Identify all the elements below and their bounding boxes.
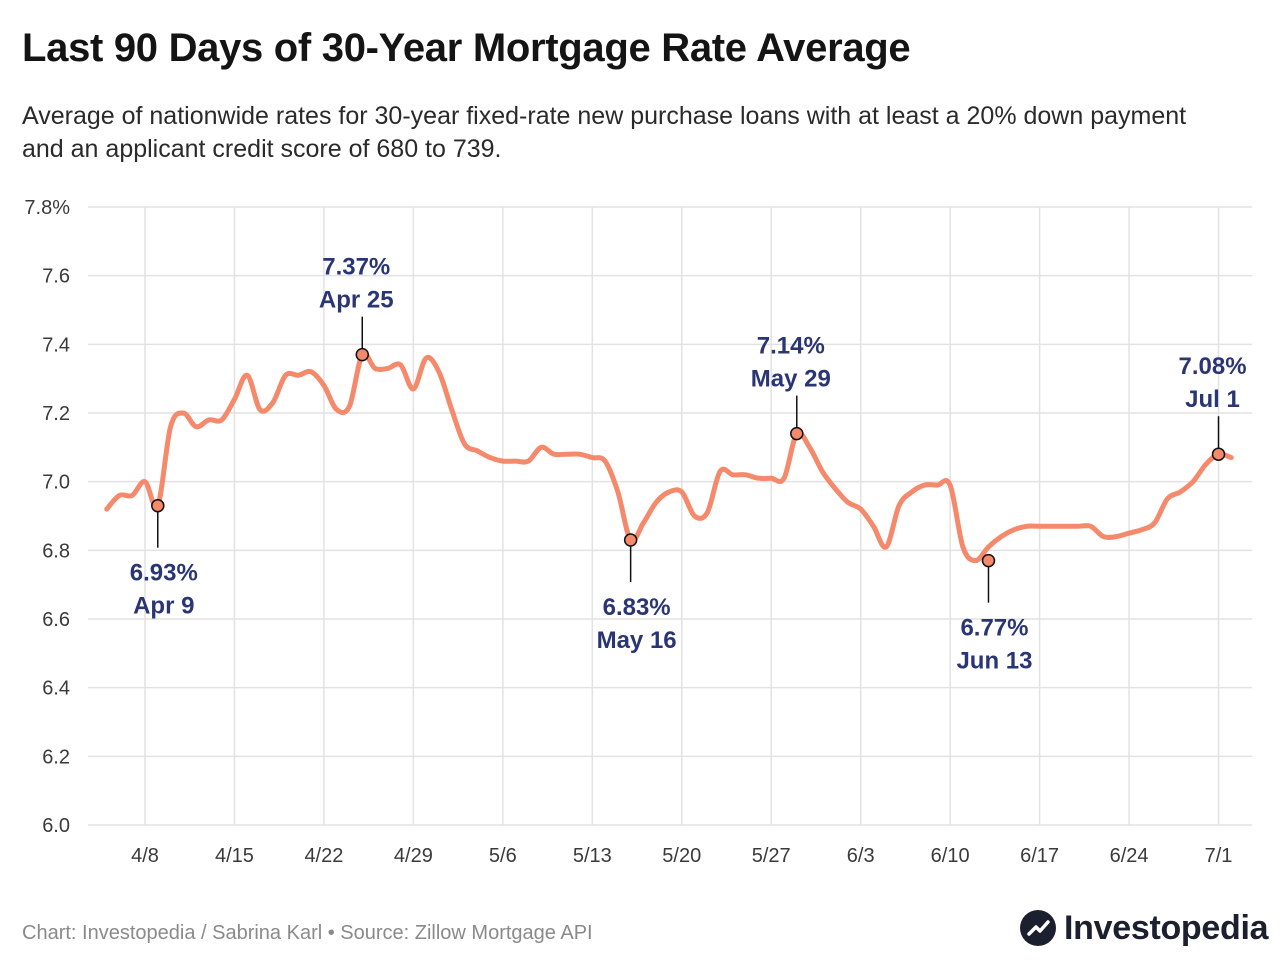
annotation-marker xyxy=(151,498,165,513)
x-tick-label: 5/27 xyxy=(752,845,791,867)
axis-labels: 6.0 6.2 6.4 6.6 6.8 7.0 7.2 7.4 7.6 7.8% 4/8 4/15 4/… xyxy=(24,197,1232,867)
x-tick-label: 6/10 xyxy=(931,845,970,867)
y-tick-label: 7.2 xyxy=(42,403,70,425)
x-tick-label: 6/24 xyxy=(1110,845,1149,867)
annotation-value: 6.83% xyxy=(603,594,671,621)
annotation-marker xyxy=(790,426,804,441)
annotation-value: 7.37% xyxy=(322,254,390,281)
annotation-date: Jul 1 xyxy=(1185,386,1240,413)
y-tick-label: 6.0 xyxy=(42,815,70,837)
annotation-7-1: 7.08% Jul 1 xyxy=(1178,353,1247,461)
annotation-4-9: 6.93% Apr 9 xyxy=(130,498,198,620)
annotation-date: Apr 9 xyxy=(133,593,194,620)
y-tick-label: 7.0 xyxy=(42,472,70,494)
chart-title: Last 90 Days of 30-Year Mortgage Rate Av… xyxy=(22,26,911,70)
annotation-marker xyxy=(623,533,638,547)
x-tick-label: 6/17 xyxy=(1020,845,1059,867)
annotation-date: Apr 25 xyxy=(319,287,394,314)
chart-subtitle: Average of nationwide rates for 30-year … xyxy=(22,102,1187,163)
annotation-5-29: 7.14% May 29 xyxy=(751,333,831,441)
annotation-value: 6.93% xyxy=(130,560,198,587)
annotation-5-16: 6.83% May 16 xyxy=(597,533,677,654)
x-tick-label: 6/3 xyxy=(847,845,875,867)
rate-line xyxy=(104,350,1234,564)
investopedia-logo: Investopedia xyxy=(1018,905,1269,951)
x-tick-label: 4/22 xyxy=(304,845,343,867)
y-tick-label: 7.4 xyxy=(42,334,70,356)
grid-layer xyxy=(88,206,1252,826)
line-chart: 6.0 6.2 6.4 6.6 6.8 7.0 7.2 7.4 7.6 7.8% 4/8 4/15 4/… xyxy=(24,197,1252,867)
x-tick-label: 5/13 xyxy=(573,845,612,867)
annotation-marker xyxy=(981,553,996,568)
brand-wordmark: Investopedia xyxy=(1064,908,1269,947)
x-tick-label: 5/20 xyxy=(662,845,701,867)
y-tick-label: 7.8% xyxy=(24,197,70,219)
annotation-value: 7.14% xyxy=(757,333,825,360)
x-tick-label: 4/15 xyxy=(215,845,254,867)
annotation-date: May 16 xyxy=(597,627,677,654)
x-tick-label: 4/8 xyxy=(131,845,159,867)
series-layer xyxy=(104,350,1234,564)
annotation-date: May 29 xyxy=(751,366,831,393)
annotation-marker xyxy=(1211,447,1226,461)
y-tick-label: 6.2 xyxy=(42,746,70,768)
x-tick-label: 7/1 xyxy=(1205,845,1233,867)
x-tick-label: 4/29 xyxy=(394,845,433,867)
y-tick-label: 7.6 xyxy=(42,266,70,288)
annotation-date: Jun 13 xyxy=(956,648,1032,675)
annotation-6-13: 6.77% Jun 13 xyxy=(956,553,1032,675)
annotation-marker xyxy=(355,347,370,362)
annotation-4-25: 7.37% Apr 25 xyxy=(319,254,394,362)
x-tick-label: 5/6 xyxy=(489,845,517,867)
investopedia-logo-icon xyxy=(1020,910,1056,946)
y-tick-label: 6.4 xyxy=(42,678,70,700)
annotation-layer: 6.93% Apr 9 7.37% Apr 25 6.83% May 16 7.14% May… xyxy=(130,254,1247,675)
y-tick-label: 6.6 xyxy=(42,609,70,631)
annotation-value: 7.08% xyxy=(1178,353,1246,380)
y-tick-label: 6.8 xyxy=(42,540,70,562)
annotation-value: 6.77% xyxy=(960,615,1028,642)
source-note: Chart: Investopedia / Sabrina Karl • Sou… xyxy=(22,922,593,944)
